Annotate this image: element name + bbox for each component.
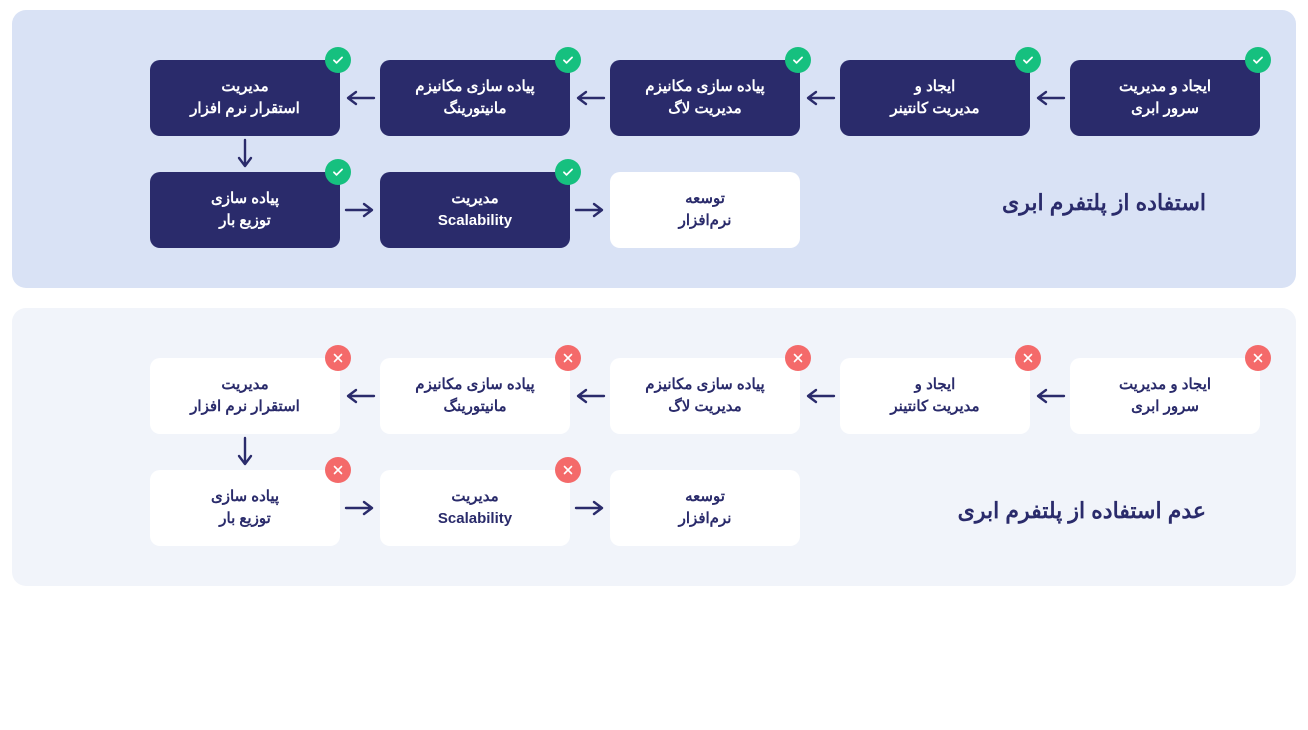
section-label-top: استفاده از پلتفرم ابری [1002,190,1206,216]
node-line2: نرم‌افزار [679,210,732,232]
node-log: پیاده سازی مکانیزم مدیریت لاگ [610,60,800,136]
check-icon [1245,47,1271,73]
node-line2: توزیع بار [219,508,270,530]
cross-icon [325,345,351,371]
node-line2: استقرار نرم افزار [190,98,300,120]
cross-icon [555,345,581,371]
node-cloud-server: ایجاد و مدیریت سرور ابری [1070,60,1260,136]
node-loadbalance: پیاده سازی توزیع بار [150,470,340,546]
flow-vgap [48,136,1260,172]
node-line2: مدیریت کانتینر [890,396,979,418]
node-line2: استقرار نرم افزار [190,396,300,418]
node-line1: ایجاد و مدیریت [1119,76,1211,98]
check-icon [555,159,581,185]
panel-without-cloud-platform: ایجاد و مدیریت سرور ابری ایجاد و مدیریت … [12,308,1296,586]
node-develop: توسعه نرم‌افزار [610,172,800,248]
cross-icon [555,457,581,483]
node-log: پیاده سازی مکانیزم مدیریت لاگ [610,358,800,434]
node-monitoring: پیاده سازی مکانیزم مانیتورینگ [380,358,570,434]
check-icon [785,47,811,73]
node-line2: توزیع بار [219,210,270,232]
flow-row-1: ایجاد و مدیریت سرور ابری ایجاد و مدیریت … [48,60,1260,136]
node-line2: Scalability [438,210,512,232]
arrow-right-icon [800,387,840,405]
node-line2: نرم‌افزار [679,508,732,530]
arrow-left-icon [340,201,380,219]
panel-with-cloud-platform: ایجاد و مدیریت سرور ابری ایجاد و مدیریت … [12,10,1296,288]
arrow-right-icon [340,387,380,405]
arrow-right-icon [570,387,610,405]
node-line2: Scalability [438,508,512,530]
arrow-right-icon [1030,387,1070,405]
node-container: ایجاد و مدیریت کانتینر [840,358,1030,434]
node-line2: مدیریت کانتینر [890,98,979,120]
arrow-left-icon [340,499,380,517]
node-line2: مدیریت لاگ [668,98,741,120]
node-line1: ایجاد و مدیریت [1119,374,1211,396]
node-line1: پیاده سازی مکانیزم [645,374,764,396]
node-develop: توسعه نرم‌افزار [610,470,800,546]
section-label-bottom: عدم استفاده از پلتفرم ابری [958,498,1206,524]
node-line1: مدیریت [221,76,268,98]
node-line2: مدیریت لاگ [668,396,741,418]
check-icon [325,159,351,185]
check-icon [555,47,581,73]
node-line1: پیاده سازی [211,486,279,508]
flow-vgap [48,434,1260,470]
arrow-right-icon [570,89,610,107]
node-line2: سرور ابری [1131,98,1199,120]
arrow-right-icon [800,89,840,107]
check-icon [325,47,351,73]
node-line2: مانیتورینگ [444,98,507,120]
cross-icon [1015,345,1041,371]
arrow-right-icon [1030,89,1070,107]
node-line1: مدیریت [451,188,498,210]
node-line1: توسعه [685,188,725,210]
node-container: ایجاد و مدیریت کانتینر [840,60,1030,136]
node-line2: سرور ابری [1131,396,1199,418]
node-line1: ایجاد و [915,374,956,396]
node-line1: ایجاد و [915,76,956,98]
check-icon [1015,47,1041,73]
node-line1: پیاده سازی مکانیزم [645,76,764,98]
node-line1: پیاده سازی [211,188,279,210]
cross-icon [785,345,811,371]
node-line1: توسعه [685,486,725,508]
node-line1: مدیریت [221,374,268,396]
node-line1: پیاده سازی مکانیزم [415,76,534,98]
arrow-left-icon [570,499,610,517]
cross-icon [325,457,351,483]
node-loadbalance: پیاده سازی توزیع بار [150,172,340,248]
node-scalability: مدیریت Scalability [380,470,570,546]
node-line1: مدیریت [451,486,498,508]
node-cloud-server: ایجاد و مدیریت سرور ابری [1070,358,1260,434]
node-scalability: مدیریت Scalability [380,172,570,248]
flow-row-1: ایجاد و مدیریت سرور ابری ایجاد و مدیریت … [48,358,1260,434]
arrow-down-icon [150,434,340,470]
cross-icon [1245,345,1271,371]
node-deploy: مدیریت استقرار نرم افزار [150,60,340,136]
node-line1: پیاده سازی مکانیزم [415,374,534,396]
node-deploy: مدیریت استقرار نرم افزار [150,358,340,434]
node-line2: مانیتورینگ [444,396,507,418]
arrow-down-icon [150,136,340,172]
node-monitoring: پیاده سازی مکانیزم مانیتورینگ [380,60,570,136]
arrow-left-icon [570,201,610,219]
arrow-right-icon [340,89,380,107]
